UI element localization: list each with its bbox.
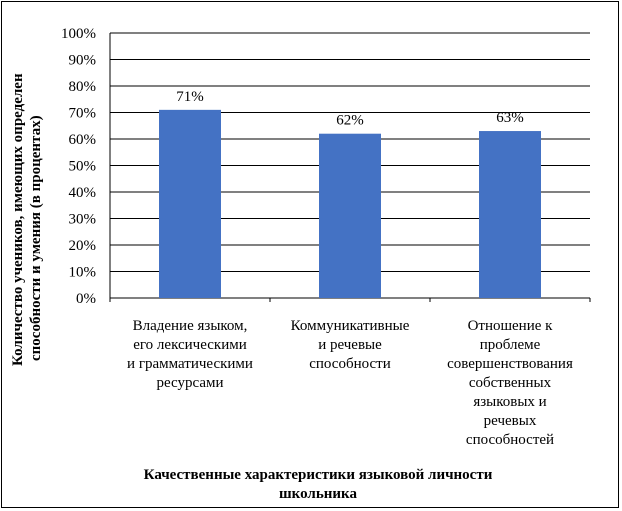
x-axis-title-line: школьника: [279, 486, 357, 502]
x-axis-title: Качественные характеристики языковой лич…: [144, 467, 493, 502]
y-axis-title-group: Количество учеников, имеющих определен сп…: [10, 73, 44, 366]
category-label-line: способностей: [466, 432, 554, 448]
x-axis-title-line: Качественные характеристики языковой лич…: [144, 467, 493, 483]
category-label: Отношение к проблеме совершенствования собс…: [447, 318, 573, 448]
category-label-line: Коммуникативные: [291, 318, 410, 334]
bar: [479, 131, 541, 298]
y-axis-title-line: способности и умения (в процентах): [28, 115, 44, 361]
y-tick-label: 10%: [69, 265, 97, 281]
bar: [319, 133, 381, 298]
category-label-line: и грамматическими: [127, 356, 253, 372]
category-label-line: и речевые: [318, 337, 382, 353]
category-label-line: речевых: [484, 413, 537, 429]
y-tick-label: 70%: [69, 106, 97, 122]
y-tick-label: 60%: [69, 132, 97, 148]
category-label-line: Отношение к: [468, 318, 554, 334]
category-label: Владение языком, его лексическими и грамма…: [127, 318, 253, 391]
y-tick-label: 0%: [76, 291, 96, 307]
y-tick-label: 80%: [69, 79, 97, 95]
y-tick-label: 100%: [61, 26, 96, 42]
data-label: 62%: [336, 113, 364, 129]
y-tick-label: 50%: [69, 159, 97, 175]
category-label-line: способности: [309, 356, 391, 372]
category-label: Коммуникативные и речевые способности: [291, 318, 410, 372]
y-axis-title-line: Количество учеников, имеющих определен: [10, 73, 26, 366]
category-label-line: его лексическими: [133, 337, 247, 353]
category-label-line: Владение языком,: [133, 318, 248, 334]
y-tick-label: 40%: [69, 185, 97, 201]
axis-titles: Качественные характеристики языковой лич…: [10, 73, 493, 502]
x-category-labels: Владение языком, его лексическими и грамма…: [127, 318, 573, 448]
category-label-line: собственных: [469, 375, 552, 391]
category-label-line: совершенствования: [447, 356, 573, 372]
data-labels: 71% 62% 63%: [176, 89, 524, 129]
y-tick-labels: 0% 10% 20% 30% 40% 50% 60% 70% 80% 90% 100%: [61, 26, 96, 307]
category-label-line: проблеме: [480, 337, 541, 353]
y-tick-label: 30%: [69, 212, 97, 228]
category-label-line: ресурсами: [156, 375, 223, 391]
y-tick-label: 90%: [69, 53, 97, 69]
data-label: 71%: [176, 89, 204, 105]
y-axis-title: Количество учеников, имеющих определен сп…: [10, 73, 44, 366]
bars: [159, 109, 541, 298]
data-label: 63%: [496, 110, 524, 126]
bar: [159, 109, 221, 298]
category-label-line: языковых и: [473, 394, 546, 410]
y-tick-label: 20%: [69, 238, 97, 254]
